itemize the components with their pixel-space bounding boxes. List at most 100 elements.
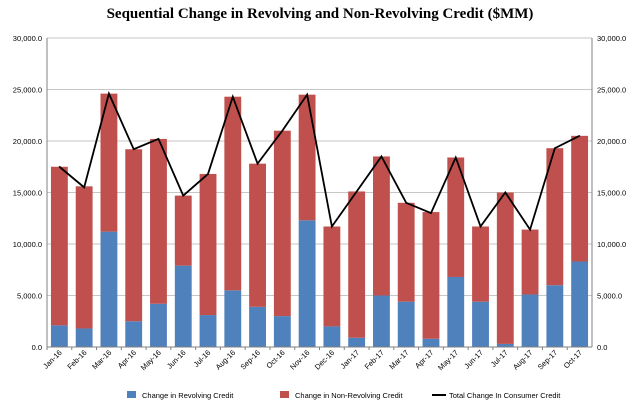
legend-swatch-bar — [280, 391, 289, 398]
total-change-point — [232, 96, 234, 98]
x-tick-label: Jun-17 — [462, 348, 485, 371]
total-change-point — [529, 228, 531, 231]
bar-revolving — [422, 338, 440, 347]
y-tick-label-right: 5,000.0 — [597, 292, 622, 301]
total-change-point — [356, 190, 358, 193]
total-change-point — [380, 155, 383, 158]
bar-revolving — [224, 290, 242, 347]
x-tick-label: Jan-17 — [338, 348, 361, 371]
total-change-point — [306, 94, 308, 96]
total-change-point — [479, 225, 482, 228]
y-tick-label-left: 15,000.0 — [13, 189, 42, 198]
bar-non-revolving — [348, 191, 366, 338]
y-tick-label-right: 15,000.0 — [597, 189, 626, 198]
total-change-point — [207, 173, 209, 175]
x-tick-label: Nov-16 — [288, 348, 311, 371]
bar-revolving — [199, 315, 217, 347]
bar-revolving — [249, 306, 266, 347]
bar-revolving — [174, 265, 192, 347]
total-change-point — [133, 148, 135, 150]
bar-revolving — [298, 220, 316, 347]
total-change-point — [405, 202, 407, 204]
x-tick-label: Jul-16 — [192, 348, 213, 369]
total-change-point — [256, 163, 259, 165]
bar-revolving — [150, 303, 167, 347]
x-tick-label: Sep-17 — [536, 348, 559, 371]
y-tick-label-right: 30,000.0 — [597, 34, 626, 43]
x-tick-label: Apr-17 — [413, 348, 435, 370]
x-tick-label: Oct-17 — [562, 348, 584, 370]
total-change-point — [58, 166, 60, 168]
bar-revolving — [496, 343, 514, 347]
x-tick-label: Jun-16 — [165, 348, 188, 371]
x-tick-label: Aug-16 — [214, 348, 237, 371]
legend-label: Change in Revolving Credit — [142, 391, 234, 400]
y-tick-label-right: 25,000.0 — [597, 86, 626, 95]
bar-non-revolving — [75, 186, 93, 329]
bar-non-revolving — [150, 138, 167, 304]
legend-swatch-bar — [127, 391, 136, 398]
legend-label: Change in Non-Revolving Credit — [295, 391, 403, 400]
x-tick-label: Mar-17 — [387, 348, 410, 371]
x-tick-label: Sep-16 — [239, 348, 262, 371]
bar-revolving — [100, 231, 118, 347]
x-tick-label: Oct-16 — [264, 348, 286, 370]
bar-revolving — [373, 295, 390, 347]
bar-non-revolving — [373, 156, 390, 296]
y-tick-label-right: 0.0 — [597, 343, 607, 352]
bar-non-revolving — [50, 166, 68, 326]
bar-non-revolving — [447, 157, 465, 277]
bar-non-revolving — [199, 173, 217, 316]
total-change-point — [554, 147, 556, 149]
bar-revolving — [472, 301, 489, 347]
bar-revolving — [348, 337, 366, 347]
x-tick-label: Feb-17 — [363, 348, 386, 371]
bar-non-revolving — [298, 94, 316, 221]
x-tick-label: Aug-17 — [511, 348, 534, 371]
bar-non-revolving — [100, 93, 118, 232]
y-tick-label-right: 20,000.0 — [597, 137, 626, 146]
bar-revolving — [323, 326, 341, 347]
bar-non-revolving — [224, 96, 242, 291]
legend-label: Total Change In Consumer Credit — [449, 391, 561, 400]
bar-non-revolving — [422, 212, 440, 339]
total-change-point — [83, 186, 85, 188]
total-change-line — [58, 90, 581, 232]
y-tick-label-left: 10,000.0 — [13, 240, 42, 249]
bar-non-revolving — [273, 130, 291, 317]
x-tick-label: Jul-17 — [489, 348, 510, 369]
x-tick-label: May-16 — [139, 348, 163, 372]
bar-non-revolving — [323, 226, 341, 327]
y-tick-label-left: 25,000.0 — [13, 86, 42, 95]
x-tick-label: Jan-16 — [41, 348, 64, 371]
legend: Change in Revolving Credit Change in Non-… — [127, 391, 561, 400]
y-tick-label-left: 30,000.0 — [13, 34, 42, 43]
x-tick-label: Feb-16 — [65, 348, 88, 371]
y-tick-label-left: 20,000.0 — [13, 137, 42, 146]
chart-title: Sequential Change in Revolving and Non-R… — [106, 6, 534, 22]
total-change-point — [455, 156, 457, 159]
total-change-point — [157, 138, 160, 140]
total-change-point — [504, 191, 506, 194]
bar-revolving — [546, 285, 564, 347]
bar-non-revolving — [546, 148, 564, 286]
total-change-point — [579, 135, 581, 137]
bar-non-revolving — [472, 226, 489, 302]
bar-revolving — [75, 328, 93, 347]
total-change-point — [281, 130, 283, 132]
total-change-point — [430, 212, 432, 214]
x-tick-label: Mar-16 — [90, 348, 113, 371]
total-change-point — [182, 194, 184, 197]
bar-non-revolving — [571, 135, 589, 262]
bar-non-revolving — [249, 163, 266, 307]
y-tick-label-right: 10,000.0 — [597, 240, 626, 249]
bar-non-revolving — [174, 195, 192, 266]
bar-revolving — [447, 276, 465, 347]
x-tick-label: Dec-16 — [313, 348, 336, 371]
x-tick-label: Apr-16 — [116, 348, 138, 370]
bar-revolving — [273, 316, 291, 347]
bar-revolving — [50, 325, 68, 347]
bars — [50, 93, 589, 347]
